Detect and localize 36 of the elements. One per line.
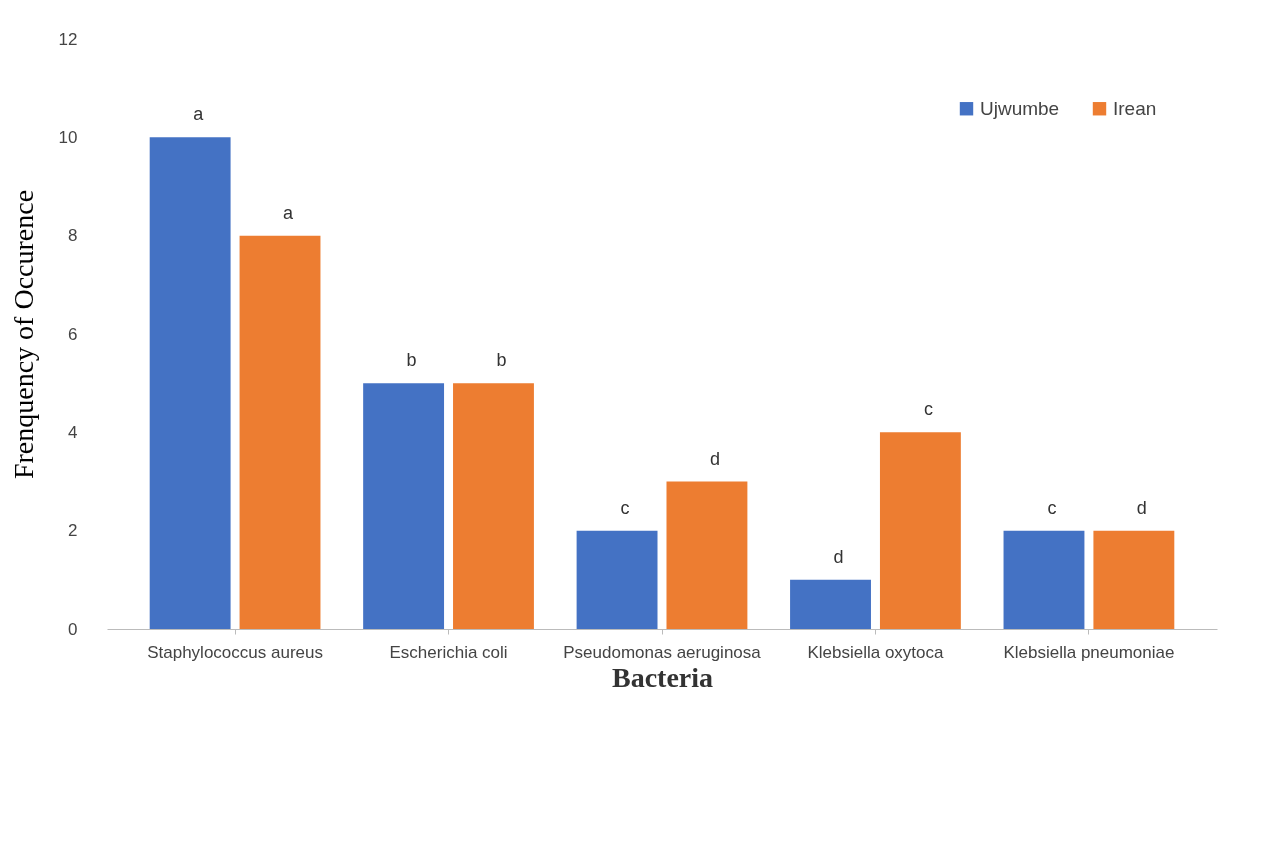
bar — [239, 235, 321, 629]
y-tick-label: 2 — [68, 521, 78, 541]
bar — [1093, 530, 1175, 629]
legend-label: Irean — [1113, 97, 1157, 119]
x-tick-label: Pseudomonas aeruginosa — [563, 642, 762, 662]
legend-label: Ujwumbe — [980, 97, 1060, 119]
bar — [879, 432, 961, 629]
data-label: b — [496, 350, 507, 371]
data-label: c — [620, 497, 630, 518]
bar — [363, 383, 445, 629]
bar — [576, 530, 658, 629]
y-tick-label: 8 — [68, 226, 78, 246]
bar — [790, 579, 871, 629]
data-label: d — [709, 448, 720, 469]
data-label: d — [1136, 497, 1147, 518]
bar — [149, 137, 231, 629]
x-axis-title: Bacteria — [611, 661, 714, 693]
data-label: a — [283, 202, 295, 223]
x-tick-label: Staphylococcus aureus — [147, 642, 323, 662]
data-label: d — [833, 546, 844, 567]
data-label: a — [193, 104, 205, 125]
bar — [1003, 530, 1085, 629]
y-tick-label: 10 — [58, 127, 78, 147]
x-tick-label: Klebsiella oxytoca — [807, 642, 945, 662]
bar — [666, 481, 748, 629]
data-label: b — [406, 350, 417, 371]
data-label: c — [1047, 497, 1057, 518]
y-tick-label: 6 — [68, 324, 78, 344]
y-tick-label: 4 — [68, 422, 78, 442]
y-tick-label: 12 — [58, 29, 78, 49]
y-tick-label: 0 — [68, 619, 78, 639]
data-label: c — [923, 399, 933, 420]
x-tick-label: Escherichia coli — [389, 642, 508, 662]
bar — [453, 383, 534, 629]
x-tick-label: Klebsiella pneumoniae — [1003, 642, 1175, 662]
y-axis-title: Frenquency of Occurence — [7, 189, 39, 480]
